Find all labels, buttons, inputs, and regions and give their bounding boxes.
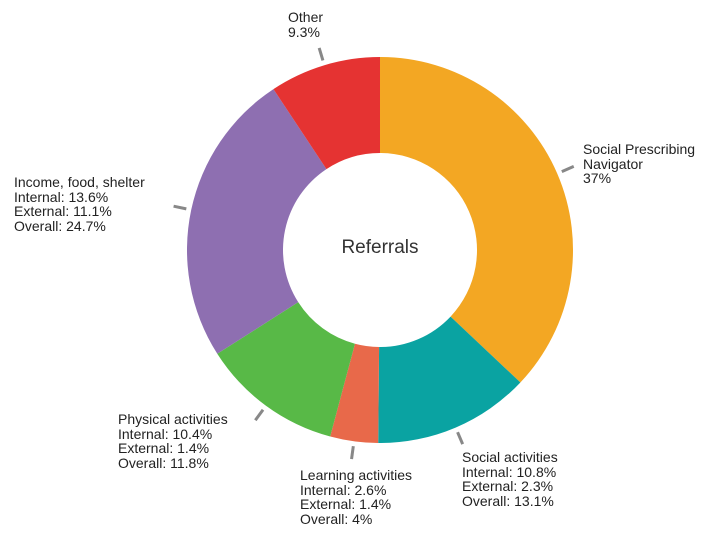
category-label: Income, food, shelter (14, 174, 145, 190)
breakdown-label: External: 1.4% (300, 496, 392, 512)
donut-slice (217, 302, 355, 437)
leader-line (561, 165, 575, 173)
breakdown-label: Internal: 2.6% (300, 481, 387, 498)
breakdown-label: External: 2.3% (462, 478, 554, 494)
breakdown-label: External: 11.1% (14, 203, 112, 219)
leader-line (350, 445, 355, 460)
leader-line (173, 204, 187, 211)
slice-label: Social activities Internal: 10.8% External… (462, 450, 558, 508)
category-label: Social activities (462, 449, 558, 465)
value-label: 9.3% (288, 23, 320, 40)
breakdown-label: Internal: 13.6% (14, 188, 109, 205)
value-label: 37% (583, 170, 612, 186)
center-label: Referrals (341, 237, 419, 258)
breakdown-label: Internal: 10.8% (462, 463, 557, 480)
category-label: Other (288, 9, 324, 25)
category-label: Learning activities (300, 467, 413, 483)
value-label: Overall: 13.1% (462, 492, 554, 509)
donut-slice (187, 89, 327, 354)
category-label: Physical activities (118, 411, 228, 427)
leader-line (456, 431, 465, 445)
value-label: Overall: 4% (300, 510, 373, 527)
slice-label: Learning activities Internal: 2.6% Externa… (300, 468, 412, 526)
donut-slice (378, 316, 521, 443)
donut-slice (330, 343, 380, 443)
leader-line (317, 47, 325, 61)
slice-label: Other 9.3% (288, 10, 323, 39)
category-label: Social Prescribing Navigator (583, 141, 696, 172)
value-label: Overall: 11.8% (118, 454, 209, 471)
slice-label: Social Prescribing Navigator 37% (583, 142, 713, 186)
leader-line (254, 408, 265, 422)
breakdown-label: Internal: 10.4% (118, 425, 213, 442)
breakdown-label: External: 1.4% (118, 440, 210, 456)
donut-slice (273, 57, 380, 170)
slice-label: Physical activities Internal: 10.4% Extern… (118, 412, 228, 470)
slice-label: Income, food, shelter Internal: 13.6% Exte… (14, 175, 145, 233)
value-label: Overall: 24.7% (14, 217, 106, 234)
donut-slice (380, 57, 573, 383)
